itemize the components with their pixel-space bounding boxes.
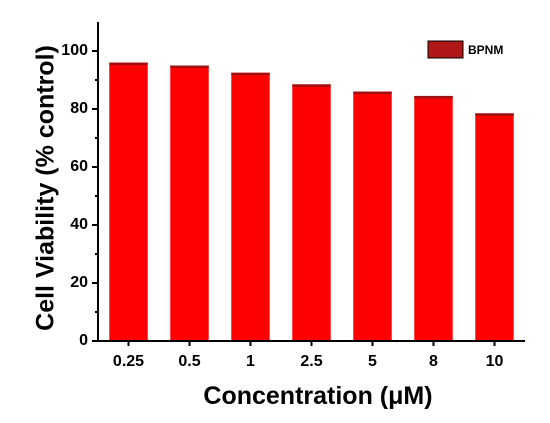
- x-tick-label: 8: [429, 353, 438, 370]
- bar-5: [353, 91, 392, 341]
- x-tick-label: 2.5: [300, 353, 322, 370]
- x-ticks-group: 0.25 0.5 1 2.5 5 8 10: [113, 341, 504, 370]
- bar-top-edge: [170, 65, 209, 68]
- x-axis-title: Concentration (μM): [203, 382, 432, 410]
- y-tick-label: 40: [70, 216, 88, 233]
- bars-group: [109, 62, 514, 341]
- bar-top-edge: [292, 84, 331, 87]
- y-tick-label: 60: [70, 158, 88, 175]
- bar-2.5: [292, 84, 331, 341]
- x-tick-label: 5: [368, 353, 377, 370]
- x-tick-label: 0.25: [113, 353, 144, 370]
- y-tick-label: 100: [61, 42, 88, 59]
- bar-top-edge: [353, 91, 392, 95]
- x-tick-label: 0.5: [178, 353, 200, 370]
- bar-1: [231, 72, 270, 341]
- y-ticks-group: 0 20 40 60 80 100: [61, 42, 98, 349]
- y-tick-label: 0: [79, 332, 88, 349]
- bar-0.25: [109, 62, 148, 341]
- y-tick-label: 80: [70, 100, 88, 117]
- bar-0.5: [170, 65, 209, 341]
- x-tick-label: 10: [486, 353, 504, 370]
- y-tick-label: 20: [70, 274, 88, 291]
- y-axis-title: Cell Viability (% control): [32, 45, 60, 331]
- legend: BPNM: [427, 40, 503, 59]
- bar-10: [475, 113, 514, 341]
- bar-top-edge: [475, 113, 514, 116]
- bar-top-edge: [414, 95, 453, 99]
- bar-top-edge: [109, 62, 148, 66]
- bar-8: [414, 95, 453, 341]
- legend-label: BPNM: [468, 43, 503, 57]
- bar-top-edge: [231, 72, 270, 76]
- x-tick-label: 1: [246, 353, 255, 370]
- legend-swatch: [427, 40, 464, 59]
